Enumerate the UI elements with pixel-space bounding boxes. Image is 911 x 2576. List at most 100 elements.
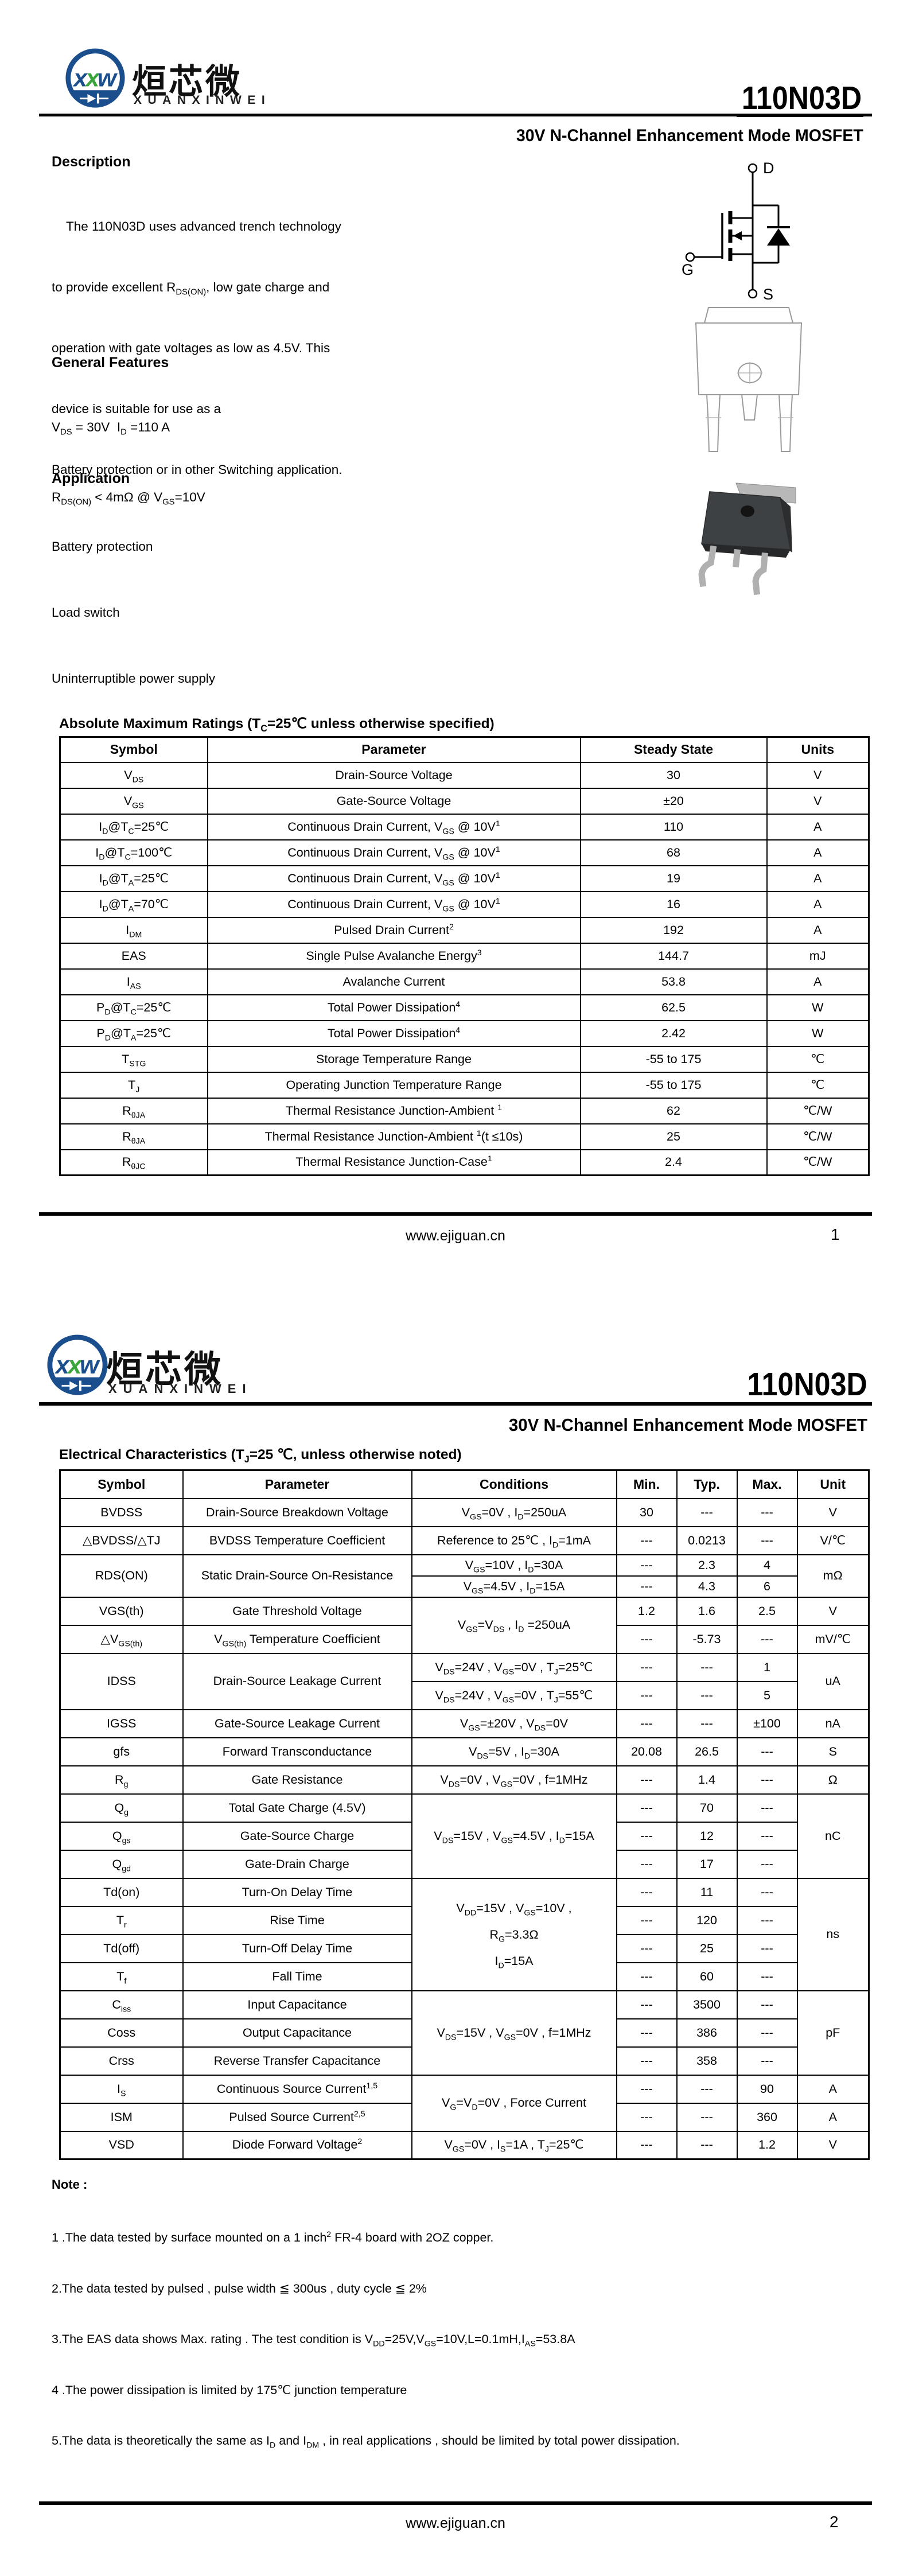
company-logo-icon: x x w [65,48,125,108]
unit-cell: uA [796,1652,870,1710]
min-cell: --- [616,2018,678,2048]
parameter-cell: Continuous Drain Current, VGS @ 10V1 [207,839,581,866]
table-row: IDSS Drain-Source Leakage Current VDS=24V … [59,1652,870,1710]
application-item: Uninterruptible power supply [52,671,216,686]
unit-cell: V [766,787,870,815]
value-cell: -55 to 175 [579,1071,768,1099]
typ-cell: 120 [676,1905,738,1935]
page-number: 2 [830,2513,839,2531]
note-item: 5.The data is theoretically the same as … [52,2434,680,2450]
unit-cell: A [796,2074,870,2104]
value-cell: -55 to 175 [579,1045,768,1073]
max-cell: --- [736,1933,798,1963]
typ-cell: 1.4 [676,1765,738,1795]
abs-max-table: Symbol Parameter Steady State Units VDS D… [59,736,870,1176]
max-cell: --- [736,2018,798,2048]
conditions-cell: VDS=0V , VGS=0V , f=1MHz [411,1765,617,1795]
unit-cell: V [796,2130,870,2160]
symbol-cell: VDS [59,761,208,789]
symbol-cell: ISM [59,2102,184,2132]
svg-text:x: x [67,1352,83,1379]
parameter-cell: Fall Time [182,1962,412,1991]
header-rule [39,1402,872,1406]
symbol-cell: PD@TA=25℃ [59,1019,208,1047]
min-cell: --- [616,1575,678,1598]
table-header-row: Symbol Parameter Steady State Units [59,736,870,763]
typ-cell: -5.73 [676,1624,738,1654]
note-item: 1 .The data tested by surface mounted on… [52,2229,494,2244]
unit-cell: ℃/W [766,1123,870,1150]
table-row: PD@TA=25℃ Total Power Dissipation4 2.42 W [59,1019,870,1047]
condition-line: ID=15A [495,1954,534,1970]
parameter-cell: Operating Junction Temperature Range [207,1071,581,1099]
value-cell: 19 [579,865,768,892]
symbol-cell: Qgs [59,1821,184,1851]
symbol-cell: BVDSS [59,1497,184,1527]
parameter-cell: Forward Transconductance [182,1737,412,1766]
col-header-min: Min. [616,1469,678,1499]
brand-name-chinese: 烜芯微 [106,1349,223,1390]
table-row: RθJC Thermal Resistance Junction-Case1 2.4… [59,1149,870,1176]
parameter-cell: Diode Forward Voltage2 [182,2130,412,2160]
min-cell: --- [616,1680,678,1710]
ec-table: Symbol Parameter Conditions Min. Typ. Ma… [59,1469,870,2160]
parameter-cell: BVDSS Temperature Coefficient [182,1526,412,1555]
col-header-parameter: Parameter [207,736,581,763]
page-number: 1 [831,1225,840,1243]
parameter-cell: Rise Time [182,1905,412,1935]
typ-cell: 4.3 [676,1575,738,1598]
typ-cell: --- [676,1709,738,1738]
max-cell: --- [736,1962,798,1991]
min-cell: --- [616,1554,678,1577]
symbol-cell: ID@TC=25℃ [59,813,208,840]
min-cell: --- [616,1933,678,1963]
parameter-cell: Gate-Source Voltage [207,787,581,815]
unit-cell: V [796,1596,870,1626]
svg-text:x: x [85,65,101,92]
parameter-cell: Output Capacitance [182,2018,412,2048]
table-row: ID@TC=25℃ Continuous Drain Current, VGS @… [59,813,870,840]
table-row: RθJA Thermal Resistance Junction-Ambient … [59,1123,870,1150]
typ-cell: --- [676,2074,738,2104]
conditions-cell: Reference to 25℃ , ID=1mA [411,1526,617,1555]
table-row: IGSS Gate-Source Leakage Current VGS=±20V … [59,1709,870,1738]
symbol-cell: Qg [59,1793,184,1823]
max-cell: 1.2 [736,2130,798,2160]
table-row: ID@TA=25℃ Continuous Drain Current, VGS @… [59,865,870,892]
typ-cell: --- [676,1680,738,1710]
table-row: BVDSS Drain-Source Breakdown Voltage VGS=0… [59,1497,870,1527]
parameter-cell: Gate-Source Charge [182,1821,412,1851]
min-cell: --- [616,1821,678,1851]
min-cell: 20.08 [616,1737,678,1766]
max-cell: --- [736,1877,798,1907]
table-row: Ciss Input Capacitance VDS=15V , VGS=0V , … [59,1990,870,2076]
note-item: 3.The EAS data shows Max. rating . The t… [52,2332,575,2349]
table-row: IS Continuous Source Current1,5 VG=VD=0V ,… [59,2074,870,2132]
max-cell: 90 [736,2074,798,2104]
table-row: IAS Avalanche Current 53.8 A [59,968,870,995]
typ-cell: 12 [676,1821,738,1851]
unit-cell: A [766,968,870,995]
unit-cell: A [766,813,870,840]
conditions-cell: VGS=0V , IS=1A , TJ=25℃ [411,2130,617,2160]
symbol-cell: IAS [59,968,208,995]
conditions-cell: VGS=0V , ID=250uA [411,1497,617,1527]
table-row: IDM Pulsed Drain Current2 192 A [59,916,870,944]
parameter-cell: Thermal Resistance Junction-Case1 [207,1149,581,1176]
parameter-cell: Gate-Drain Charge [182,1849,412,1879]
min-cell: --- [616,1877,678,1907]
unit-cell: A [766,865,870,892]
symbol-cell: Rg [59,1765,184,1795]
max-cell: 360 [736,2102,798,2132]
features-list: VDS = 30V ID =110 A RDS(ON) < 4mΩ @ VGS=… [52,390,205,560]
typ-cell: --- [676,2130,738,2160]
page-title: 110N03D [737,82,863,117]
symbol-cell: Tf [59,1962,184,1991]
conditions-cell: VGS=±20V , VDS=0V [411,1709,617,1738]
parameter-cell: Gate-Source Leakage Current [182,1709,412,1738]
table-row: Qgs Gate-Source Charge --- 12 --- [59,1821,869,1851]
parameter-cell: Avalanche Current [207,968,581,995]
unit-cell: V/℃ [796,1526,870,1555]
application-item: Battery protection [52,539,153,554]
